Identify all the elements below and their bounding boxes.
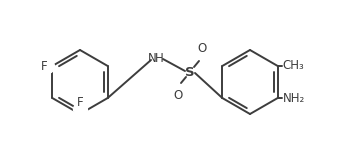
Text: H: H	[155, 52, 164, 64]
Text: CH₃: CH₃	[283, 59, 304, 73]
Text: O: O	[173, 89, 183, 102]
Text: F: F	[77, 96, 83, 109]
Text: S: S	[185, 66, 195, 78]
Text: NH₂: NH₂	[283, 92, 305, 105]
Text: N: N	[148, 52, 157, 64]
Text: F: F	[41, 59, 47, 73]
Text: O: O	[197, 42, 207, 55]
